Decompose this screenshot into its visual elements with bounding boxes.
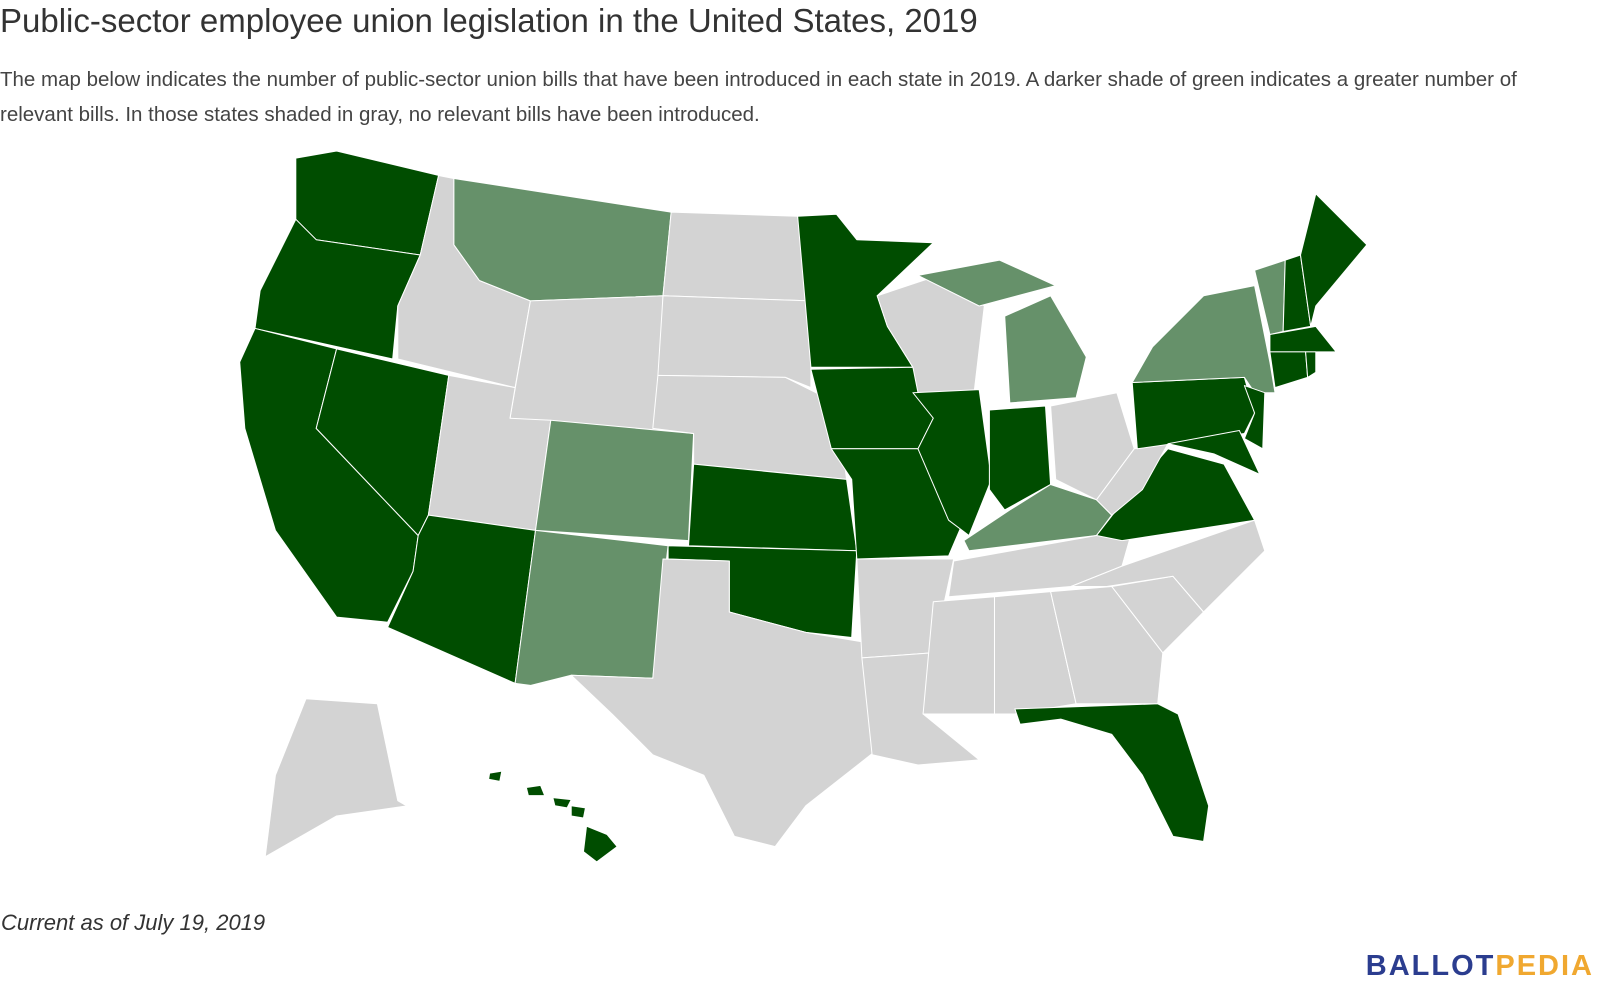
state bbox=[1014, 703, 1210, 843]
state bbox=[917, 259, 1057, 307]
logo-part: PEDIA bbox=[1495, 950, 1594, 982]
state bbox=[552, 797, 572, 809]
state bbox=[912, 389, 992, 537]
state bbox=[525, 784, 546, 797]
state bbox=[1243, 385, 1266, 450]
state bbox=[453, 177, 672, 302]
logo: BALLOTPEDIA bbox=[1366, 950, 1594, 983]
state bbox=[1269, 325, 1337, 353]
state bbox=[488, 770, 503, 782]
state bbox=[1305, 351, 1317, 378]
state bbox=[1299, 193, 1368, 327]
state bbox=[514, 529, 669, 686]
footnote: Current as of July 19, 2019 bbox=[1, 910, 266, 935]
state bbox=[1095, 443, 1169, 516]
state bbox=[662, 211, 812, 302]
state bbox=[988, 405, 1052, 511]
states bbox=[239, 150, 1368, 863]
title: Public-sector employee union legislation… bbox=[0, 2, 978, 39]
state bbox=[254, 218, 421, 360]
state bbox=[509, 295, 664, 435]
state bbox=[570, 558, 878, 848]
state bbox=[1167, 429, 1261, 475]
state bbox=[1131, 285, 1276, 394]
state bbox=[570, 805, 586, 819]
state bbox=[657, 295, 812, 389]
logo-part: BALLOT bbox=[1365, 950, 1496, 982]
state bbox=[264, 698, 460, 858]
state bbox=[1070, 519, 1266, 613]
state bbox=[1050, 585, 1164, 705]
description: The map below indicates the number of pu… bbox=[0, 68, 1517, 126]
state bbox=[922, 596, 996, 715]
state bbox=[582, 825, 618, 863]
state bbox=[1004, 295, 1087, 404]
state bbox=[1269, 351, 1309, 389]
us-map bbox=[239, 150, 1368, 863]
state bbox=[534, 419, 695, 542]
